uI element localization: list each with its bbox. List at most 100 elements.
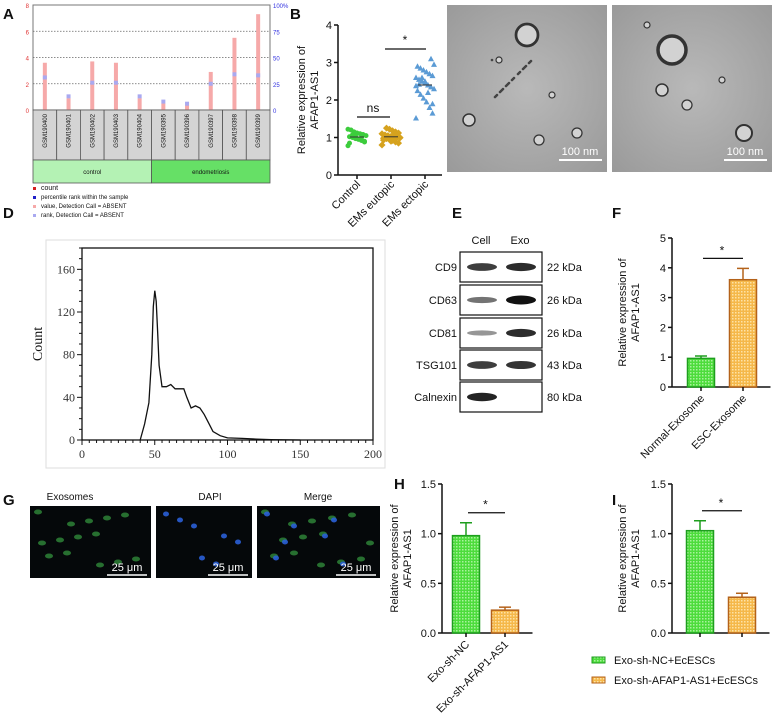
size-distribution-line [139, 290, 301, 441]
lane-header: Exo [511, 235, 530, 247]
exosome-signal [308, 518, 316, 524]
group-label: control [83, 170, 101, 176]
significance-star: * [403, 33, 408, 47]
scale-bar-label: 25 μm [213, 562, 244, 574]
sample-label: GSM190398 [232, 113, 238, 147]
count-bar [208, 71, 213, 110]
exosome-signal [103, 515, 111, 521]
data-point [425, 89, 431, 95]
x-tick-label: Control [330, 179, 364, 213]
exosome-signal [132, 556, 140, 562]
panel-label: I [612, 492, 616, 509]
exosome-signal [357, 556, 365, 562]
y2-tick-label: 25 [273, 83, 280, 89]
data-point [414, 63, 421, 69]
protein-band [467, 263, 497, 271]
count-bar [113, 62, 118, 110]
group-endometriosis [151, 159, 271, 184]
protein-band [467, 392, 497, 402]
vesicle [548, 91, 556, 99]
vesicle [655, 83, 669, 97]
protein-label: Calnexin [414, 392, 457, 404]
protein-label: CD9 [435, 262, 457, 274]
protein-band [506, 295, 536, 305]
y-axis-label: AFAP1-AS1 [630, 529, 642, 588]
y-tick-label: 2 [660, 322, 666, 334]
y-tick-label: 0.0 [421, 628, 436, 640]
y-tick-label: 2 [26, 83, 30, 89]
x-tick-label: 200 [364, 447, 382, 461]
data-point [420, 95, 427, 101]
significance-star: * [719, 496, 724, 510]
count-bar [137, 98, 142, 110]
legend-entry: Exo-sh-AFAP1-AS1+EcESCs [614, 675, 758, 687]
data-point [378, 130, 386, 138]
rank-marker [66, 94, 71, 99]
aggregate [521, 67, 525, 71]
exosome-signal [85, 518, 93, 524]
exosome-signal [366, 540, 374, 546]
data-point [390, 130, 398, 139]
count-bar [66, 98, 71, 110]
scale-bar-label: 100 nm [562, 146, 599, 158]
y-tick-label: 4 [26, 57, 30, 63]
exosome-signal [317, 562, 325, 568]
legend-entry: value, Detection Call = ABSENT [41, 204, 127, 210]
y-tick-label: 0 [26, 109, 30, 115]
bar-control [685, 529, 715, 634]
legend-swatch [33, 187, 36, 190]
image-title: Exosomes [47, 492, 94, 503]
y-axis-label: Relative expression of [617, 257, 629, 366]
y-axis-label: Relative expression of [296, 45, 308, 154]
rank-marker [113, 80, 118, 85]
bar-control [686, 357, 716, 388]
exosome-signal [45, 553, 53, 559]
legend-swatch [33, 196, 36, 199]
data-point [345, 126, 351, 132]
y-axis-label: Relative expression of [389, 503, 401, 612]
rank-marker [256, 73, 261, 78]
data-point [350, 132, 355, 138]
molecular-weight: 22 kDa [547, 262, 583, 274]
nucleus-signal [282, 539, 288, 545]
bar-control [451, 534, 481, 634]
protein-band [506, 262, 536, 272]
legend-entry: rank, Detection Call = ABSENT [41, 213, 124, 219]
y-tick-label: 0.5 [651, 578, 666, 590]
sample-label: GSM190404 [138, 113, 144, 147]
data-point [379, 136, 388, 144]
y-tick-label: 4 [326, 20, 332, 32]
y-tick-label: 1.0 [421, 529, 436, 541]
vesicle [495, 56, 503, 64]
data-point [362, 138, 367, 144]
vesicle [681, 99, 693, 111]
data-point [414, 87, 421, 94]
data-point [431, 61, 437, 67]
nucleus-signal [273, 555, 279, 561]
molecular-weight: 26 kDa [547, 328, 583, 340]
y-tick-label: 80 [63, 348, 75, 362]
exosome-signal [34, 509, 42, 515]
count-bar [42, 62, 47, 110]
nucleus-signal [213, 561, 219, 567]
data-point [347, 140, 352, 146]
y-tick-label: 0 [326, 170, 332, 182]
aggregate [527, 61, 531, 65]
molecular-weight: 80 kDa [547, 392, 583, 404]
y-tick-label: 0 [69, 433, 75, 447]
y-axis-label: Relative expression of [617, 503, 629, 612]
data-point [426, 104, 433, 110]
protein-band [467, 330, 497, 336]
molecular-weight: 26 kDa [547, 295, 583, 307]
y-tick-label: 3 [660, 293, 666, 305]
significance-star: * [483, 498, 488, 512]
vesicle [514, 22, 540, 48]
rank-marker [185, 101, 190, 106]
y-tick-label: 0.5 [421, 578, 436, 590]
data-point [419, 74, 425, 80]
data-point [431, 85, 437, 92]
data-point [413, 82, 419, 89]
scale-bar-label: 25 μm [112, 562, 143, 574]
y-tick-label: 1.0 [651, 529, 666, 541]
y-tick-label: 1 [326, 133, 332, 145]
